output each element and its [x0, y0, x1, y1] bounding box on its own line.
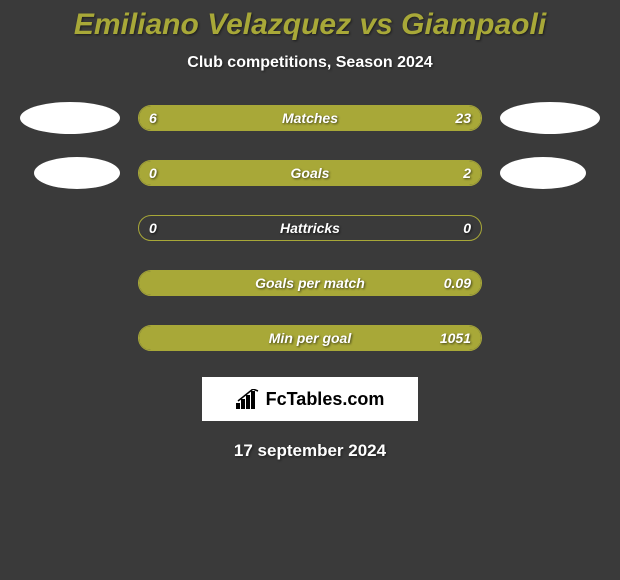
stat-label: Goals	[291, 165, 330, 181]
stats-area: 6 Matches 23 0 Goals 2 0 Hattricks 0 Goals per ma…	[0, 102, 620, 354]
stat-label: Matches	[282, 110, 338, 126]
stat-value-left: 0	[149, 165, 157, 181]
ellipse-spacer	[500, 267, 600, 299]
stat-row: Goals per match 0.09	[0, 267, 620, 299]
stat-bar: 6 Matches 23	[138, 105, 482, 131]
stat-label: Goals per match	[255, 275, 365, 291]
date-text: 17 september 2024	[0, 441, 620, 461]
player-left-ellipse	[34, 157, 120, 189]
stat-row: 0 Goals 2	[0, 157, 620, 189]
stat-row: Min per goal 1051	[0, 322, 620, 354]
player-left-ellipse	[20, 102, 120, 134]
stat-row: 0 Hattricks 0	[0, 212, 620, 244]
stat-bar: Min per goal 1051	[138, 325, 482, 351]
stat-label: Min per goal	[269, 330, 351, 346]
ellipse-spacer	[500, 212, 600, 244]
ellipse-spacer	[20, 267, 120, 299]
logo-text: FcTables.com	[266, 389, 385, 410]
stat-value-right: 2	[463, 165, 471, 181]
main-container: Emiliano Velazquez vs Giampaoli Club com…	[0, 0, 620, 461]
stat-bar: 0 Goals 2	[138, 160, 482, 186]
stat-value-left: 6	[149, 110, 157, 126]
stat-value-left: 0	[149, 220, 157, 236]
player-right-ellipse	[500, 157, 586, 189]
stat-value-right: 0.09	[444, 275, 471, 291]
stat-row: 6 Matches 23	[0, 102, 620, 134]
ellipse-spacer	[20, 322, 120, 354]
logo-box[interactable]: FcTables.com	[202, 377, 418, 421]
bar-fill-right	[207, 106, 481, 130]
stat-bar: 0 Hattricks 0	[138, 215, 482, 241]
stat-value-right: 1051	[440, 330, 471, 346]
chart-icon	[236, 389, 260, 409]
player-right-ellipse	[500, 102, 600, 134]
stat-value-right: 0	[463, 220, 471, 236]
stat-label: Hattricks	[280, 220, 340, 236]
stat-value-right: 23	[455, 110, 471, 126]
stat-bar: Goals per match 0.09	[138, 270, 482, 296]
page-title: Emiliano Velazquez vs Giampaoli	[0, 8, 620, 42]
ellipse-spacer	[500, 322, 600, 354]
ellipse-spacer	[20, 212, 120, 244]
subtitle: Club competitions, Season 2024	[0, 54, 620, 72]
